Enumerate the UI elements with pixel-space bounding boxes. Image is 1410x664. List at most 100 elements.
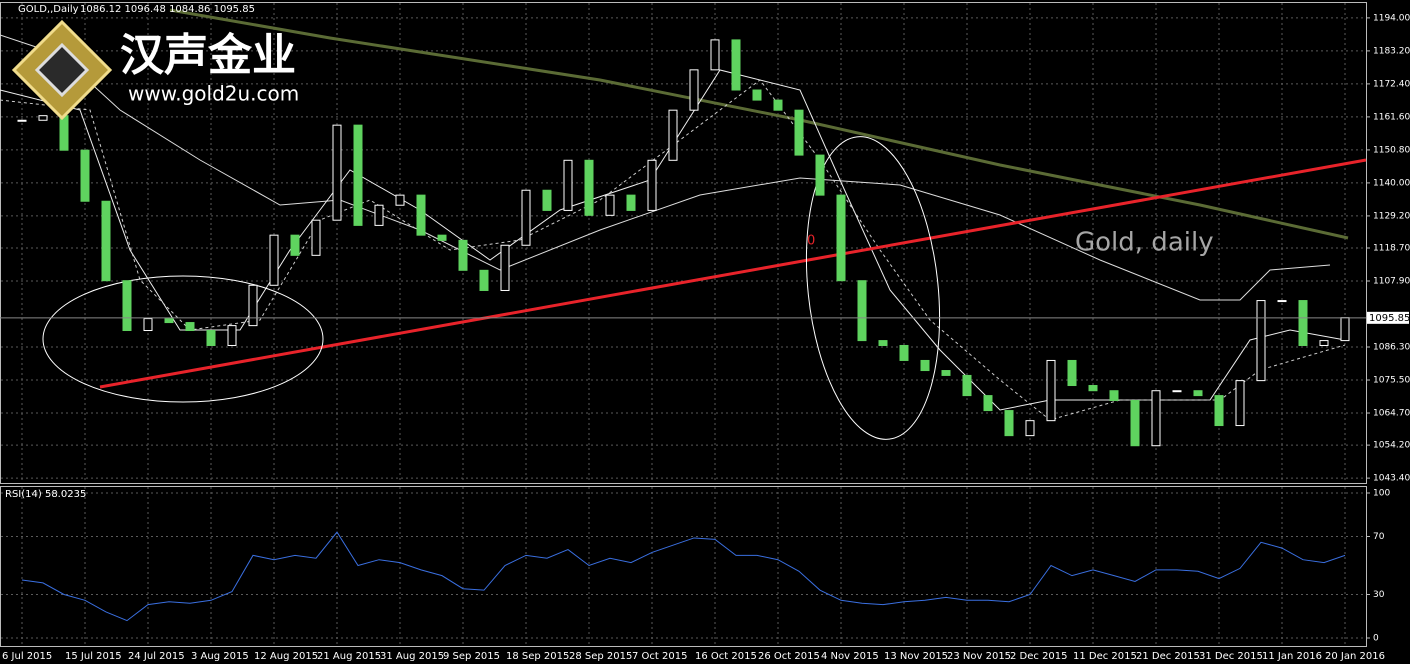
candle [962,374,972,397]
logo-brand: 汉声金业 [120,30,296,81]
candle [668,109,678,161]
candle [437,234,447,241]
y-tick-label: 1150.80 [1373,145,1410,155]
candle [983,395,993,412]
candle [689,69,699,111]
candle [920,359,930,372]
candle [1172,390,1182,393]
rsi-line [21,531,1346,622]
candle [542,189,552,211]
candle [794,109,804,156]
x-tick-label: 26 Oct 2015 [758,651,820,662]
candle [1256,300,1266,382]
y-tick-label: 1172.40 [1373,79,1410,89]
symbol: GOLD,,Daily [18,4,79,15]
x-tick-label: 16 Oct 2015 [695,651,757,662]
x-tick-label: 11 Dec 2015 [1073,651,1137,662]
candle [59,115,69,151]
y-tick-label: 1140.00 [1373,178,1410,188]
x-tick-label: 20 Jan 2016 [1325,651,1385,662]
y-tick-label: 0 [1373,634,1379,644]
candle [584,159,594,216]
y-tick-label: 70 [1373,532,1385,542]
candle [185,322,195,332]
y-tick-label: 1161.60 [1373,112,1410,122]
y-tick-label: 1129.20 [1373,211,1410,221]
y-tick-label: 30 [1373,590,1385,600]
candle [1319,340,1329,346]
candle [563,159,573,211]
candle [1025,420,1035,437]
y-tick-label: 1086.30 [1373,343,1410,353]
x-tick-label: 3 Aug 2015 [191,651,249,662]
candle [899,344,909,361]
logo-icon-inner [34,42,90,98]
y-tick-label: 1043.40 [1373,474,1410,484]
candle [878,340,888,346]
candle [164,318,174,324]
candle [353,124,363,226]
candle [122,280,132,332]
candle [647,159,657,211]
candle [857,280,867,342]
candle [626,194,636,211]
candle [731,39,741,91]
candle [1046,359,1056,422]
candle [941,370,951,376]
annotation: Gold, daily [1075,228,1214,258]
candle [38,115,48,121]
marker: 0 [807,234,815,249]
moving-average-fast [0,69,1346,411]
candle [710,39,720,71]
x-tick-label: 6 Jul 2015 [2,651,52,662]
candle [1214,395,1224,427]
candle [1067,359,1077,387]
x-tick-label: 12 Aug 2015 [254,651,318,662]
x-tick-label: 15 Jul 2015 [65,651,122,662]
y-tick-label: 1118.70 [1373,244,1410,254]
candle [479,269,489,291]
candle [1298,300,1308,346]
candle [101,200,111,282]
trend-line [99,158,1367,389]
x-tick-label: 21 Aug 2015 [317,651,381,662]
candle [80,149,90,202]
y-tick-label: 1194.00 [1373,13,1410,23]
y-tick-label: 1054.20 [1373,441,1410,451]
candle [1130,399,1140,447]
y-tick-label: 1183.20 [1373,46,1410,56]
candle [773,99,783,111]
rsi-title: RSI(14) 58.0235 [5,489,86,500]
candle [815,154,825,196]
candle [458,239,468,271]
y-tick-label: 1075.50 [1373,376,1410,386]
candle [374,204,384,226]
candle [1088,385,1098,392]
x-tick-label: 11 Jan 2016 [1262,651,1322,662]
y-tick-label: 1064.70 [1373,409,1410,419]
y-tick-label: 100 [1373,489,1390,499]
x-tick-label: 18 Sep 2015 [506,651,569,662]
candle [269,234,279,286]
last-price-label: 1095.85 [1369,313,1410,324]
x-tick-label: 2 Dec 2015 [1010,651,1068,662]
candle [395,194,405,206]
candle [416,194,426,236]
candle [836,194,846,282]
candle [1340,317,1350,342]
y-tick-label: 1107.90 [1373,277,1410,287]
candle [290,234,300,256]
candle [1109,390,1119,401]
candle [1004,410,1014,437]
x-tick-label: 13 Nov 2015 [884,651,948,662]
x-tick-label: 4 Nov 2015 [821,651,879,662]
logo-url: www.gold2u.com [128,82,299,106]
x-tick-label: 9 Sep 2015 [443,651,500,662]
highlight-ellipse [805,136,941,440]
marks: 1095.85 [0,39,1410,622]
rsi-pane [0,486,1367,647]
candle [248,284,258,327]
candle [311,219,321,256]
candle [227,325,237,346]
